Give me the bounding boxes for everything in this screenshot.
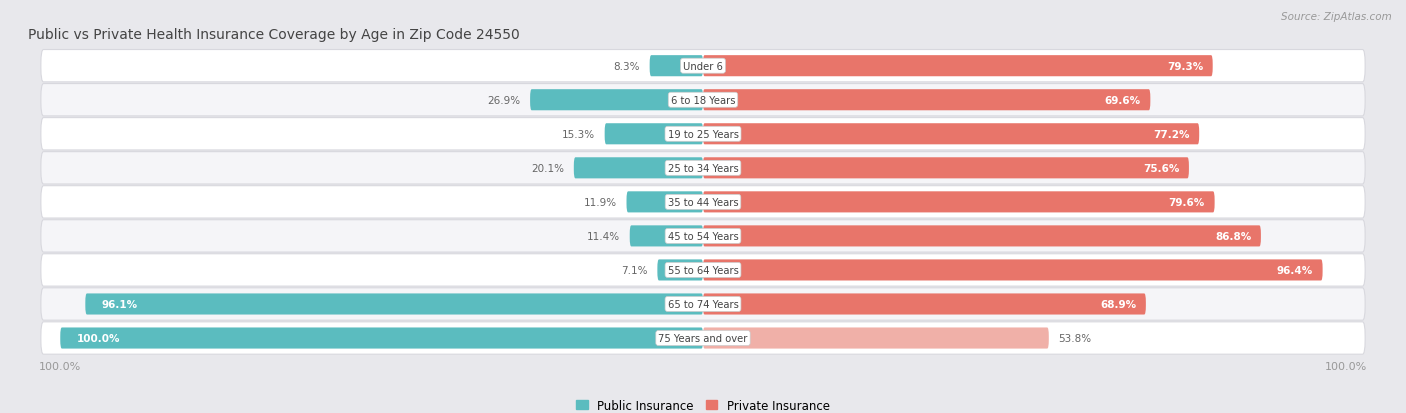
Text: Source: ZipAtlas.com: Source: ZipAtlas.com	[1281, 12, 1392, 22]
Legend: Public Insurance, Private Insurance: Public Insurance, Private Insurance	[571, 394, 835, 413]
Text: 20.1%: 20.1%	[531, 164, 564, 173]
Text: 15.3%: 15.3%	[562, 129, 595, 140]
FancyBboxPatch shape	[703, 226, 1261, 247]
Text: 25 to 34 Years: 25 to 34 Years	[668, 164, 738, 173]
FancyBboxPatch shape	[41, 254, 1365, 287]
Text: 96.4%: 96.4%	[1277, 265, 1313, 275]
FancyBboxPatch shape	[703, 124, 1199, 145]
FancyBboxPatch shape	[41, 186, 1365, 218]
FancyBboxPatch shape	[627, 192, 703, 213]
Text: 55 to 64 Years: 55 to 64 Years	[668, 265, 738, 275]
FancyBboxPatch shape	[41, 322, 1365, 354]
FancyBboxPatch shape	[605, 124, 703, 145]
FancyBboxPatch shape	[703, 56, 1213, 77]
FancyBboxPatch shape	[41, 152, 1365, 185]
FancyBboxPatch shape	[703, 260, 1323, 281]
Text: Under 6: Under 6	[683, 62, 723, 71]
Text: 68.9%: 68.9%	[1099, 299, 1136, 309]
FancyBboxPatch shape	[60, 328, 703, 349]
Text: 75.6%: 75.6%	[1143, 164, 1180, 173]
Text: 79.6%: 79.6%	[1168, 197, 1205, 207]
FancyBboxPatch shape	[41, 84, 1365, 116]
FancyBboxPatch shape	[41, 50, 1365, 83]
Text: 100.0%: 100.0%	[76, 333, 120, 343]
Text: 6 to 18 Years: 6 to 18 Years	[671, 95, 735, 105]
Text: 35 to 44 Years: 35 to 44 Years	[668, 197, 738, 207]
FancyBboxPatch shape	[41, 220, 1365, 252]
Text: 79.3%: 79.3%	[1167, 62, 1204, 71]
FancyBboxPatch shape	[703, 90, 1150, 111]
FancyBboxPatch shape	[703, 328, 1049, 349]
FancyBboxPatch shape	[630, 226, 703, 247]
FancyBboxPatch shape	[530, 90, 703, 111]
FancyBboxPatch shape	[86, 294, 703, 315]
FancyBboxPatch shape	[650, 56, 703, 77]
Text: 65 to 74 Years: 65 to 74 Years	[668, 299, 738, 309]
Text: 75 Years and over: 75 Years and over	[658, 333, 748, 343]
FancyBboxPatch shape	[41, 288, 1365, 320]
FancyBboxPatch shape	[703, 158, 1189, 179]
FancyBboxPatch shape	[703, 192, 1215, 213]
Text: 19 to 25 Years: 19 to 25 Years	[668, 129, 738, 140]
Text: 26.9%: 26.9%	[488, 95, 520, 105]
FancyBboxPatch shape	[574, 158, 703, 179]
FancyBboxPatch shape	[703, 294, 1146, 315]
Text: 45 to 54 Years: 45 to 54 Years	[668, 231, 738, 241]
Text: Public vs Private Health Insurance Coverage by Age in Zip Code 24550: Public vs Private Health Insurance Cover…	[28, 28, 520, 41]
Text: 69.6%: 69.6%	[1105, 95, 1140, 105]
Text: 8.3%: 8.3%	[613, 62, 640, 71]
Text: 11.9%: 11.9%	[583, 197, 617, 207]
FancyBboxPatch shape	[41, 118, 1365, 151]
Text: 11.4%: 11.4%	[586, 231, 620, 241]
Text: 53.8%: 53.8%	[1059, 333, 1091, 343]
Text: 7.1%: 7.1%	[621, 265, 648, 275]
FancyBboxPatch shape	[658, 260, 703, 281]
Text: 86.8%: 86.8%	[1215, 231, 1251, 241]
Text: 77.2%: 77.2%	[1153, 129, 1189, 140]
Text: 96.1%: 96.1%	[101, 299, 138, 309]
